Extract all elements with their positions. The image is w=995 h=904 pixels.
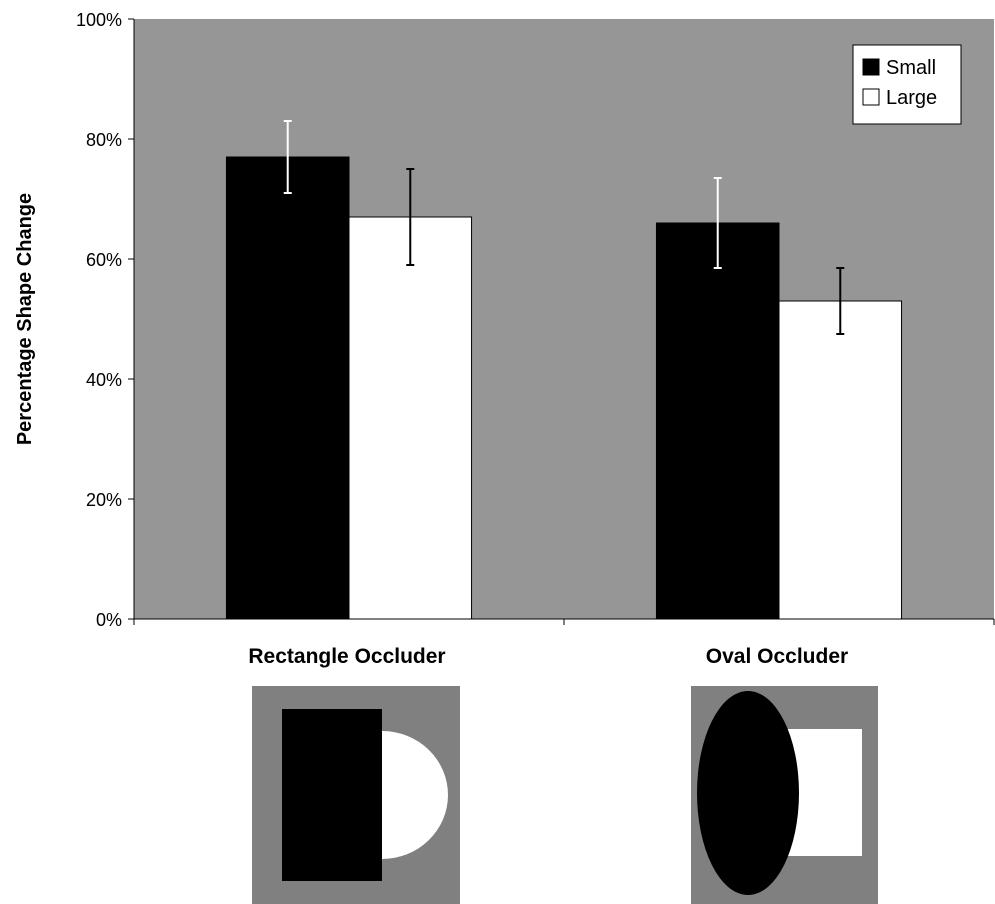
error-bar — [836, 267, 845, 335]
error-bar — [406, 168, 415, 266]
error-bar — [713, 177, 722, 269]
bar-large-1 — [348, 216, 473, 620]
legend-label: Small — [886, 57, 936, 79]
bar-large-2 — [778, 300, 903, 620]
oval-occluder-shape — [697, 691, 799, 895]
bars-group — [225, 156, 903, 620]
y-tick-label: 20% — [86, 490, 122, 510]
rectangle-occluder-illustration — [252, 686, 460, 904]
y-tick-label: 40% — [86, 370, 122, 390]
y-tick-label: 80% — [86, 130, 122, 150]
x-category-label: Oval Occluder — [706, 645, 848, 668]
y-ticks-group: 0% 20% 40% 60% 80% 100% — [76, 10, 134, 630]
oval-occluder-illustration — [691, 686, 878, 904]
legend-box — [852, 44, 962, 125]
legend-swatch-small — [862, 58, 880, 76]
occluded-semicircle-shape — [382, 731, 448, 859]
bar-small-2 — [655, 222, 780, 620]
error-bars-group — [283, 120, 845, 335]
y-axis-label: Percentage Shape Change — [14, 193, 36, 445]
x-category-label: Rectangle Occluder — [248, 645, 445, 668]
legend-label: Large — [886, 87, 937, 109]
y-tick-label: 100% — [76, 10, 122, 30]
bar-small-1 — [225, 156, 350, 620]
legend-swatch-large — [862, 88, 880, 106]
legend: Small Large — [852, 44, 962, 125]
y-tick-label: 0% — [96, 610, 122, 630]
rectangle-occluder-shape — [282, 709, 382, 881]
x-categories-group: Rectangle Occluder Oval Occluder — [133, 619, 995, 668]
y-tick-label: 60% — [86, 250, 122, 270]
error-bar — [283, 120, 292, 194]
